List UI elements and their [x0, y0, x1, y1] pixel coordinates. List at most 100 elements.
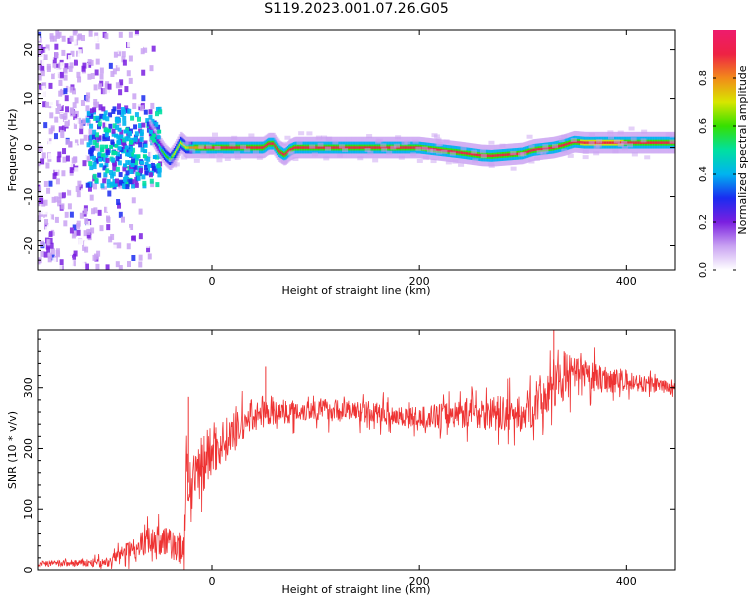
- spectrogram-noise-cell: [62, 148, 67, 155]
- spectrogram-cluster-cell: [144, 170, 149, 176]
- spectrogram-noise-cell: [67, 189, 72, 196]
- spectrogram-noise-cell: [106, 224, 111, 231]
- spectrogram-halo-cell: [460, 146, 467, 151]
- spectrogram-cluster-cell: [89, 134, 94, 140]
- spectrogram-cluster-cell: [157, 167, 162, 173]
- spectrogram-halo-cell: [372, 158, 379, 163]
- spectrogram-noise-cell: [79, 202, 84, 209]
- spectrogram-noise-cell: [101, 59, 106, 66]
- spectrogram-noise-cell: [54, 124, 59, 131]
- spectrogram-cluster-cell: [138, 142, 143, 148]
- spectrogram-cluster-cell: [92, 164, 97, 170]
- spectrogram-noise-cell: [80, 35, 85, 42]
- spectrogram-noise-cell: [80, 188, 85, 195]
- spectrogram-noise-cell: [65, 44, 70, 51]
- spectrogram-noise-cell: [81, 153, 86, 160]
- spectrogram-cluster-cell: [139, 136, 144, 142]
- spectrogram-noise-cell: [71, 232, 76, 239]
- spectrogram-halo-cell: [244, 148, 251, 153]
- spectrogram-noise-cell: [70, 122, 75, 129]
- colorbar-label: Normalized spectral amplitude: [736, 65, 749, 234]
- spectrogram-noise-cell: [63, 112, 68, 119]
- spectrogram-halo-cell: [570, 137, 577, 142]
- spectrogram-noise-cell: [134, 30, 139, 36]
- spectrogram-noise-cell: [71, 260, 76, 267]
- spectrogram-cluster-cell: [120, 180, 125, 186]
- spectrogram-noise-cell: [104, 33, 109, 40]
- spectrogram-halo-cell: [526, 134, 533, 139]
- spectrogram-noise-cell: [134, 185, 139, 192]
- spectrogram-noise-cell: [72, 88, 77, 95]
- spectrogram-transition-cell: [125, 152, 130, 157]
- spectrogram-noise-cell: [45, 193, 50, 200]
- spectrogram-cluster-cell: [112, 123, 117, 129]
- spectrogram-noise-cell: [129, 224, 134, 231]
- snr-panel: 0 200 400 0 100 200 300 Height of straight lin…: [6, 329, 676, 596]
- spectrogram-cluster-cell: [111, 108, 116, 114]
- spectrogram-noise-cell: [117, 103, 122, 110]
- spectrogram-cluster-cell: [146, 121, 151, 127]
- spectrogram-halo-cell: [582, 155, 589, 160]
- spectrogram-noise-cell: [67, 217, 72, 224]
- spectrogram-noise-cell: [46, 63, 51, 70]
- spectrogram-noise-cell: [39, 240, 44, 247]
- spectrogram-cluster-cell: [106, 182, 111, 188]
- spectrogram-cluster-cell: [92, 139, 97, 145]
- spectrogram-halo-cell: [380, 143, 387, 148]
- spectrogram-noise-cell: [43, 180, 48, 187]
- spectrogram-cluster-cell: [115, 166, 120, 172]
- spectrogram-noise-cell: [43, 211, 48, 218]
- spectrogram-noise-cell: [50, 254, 55, 261]
- spectrogram-cluster-cell: [154, 111, 159, 117]
- spectrogram-transition-cell: [142, 154, 147, 159]
- spectrogram-xtick-label: 0: [209, 275, 216, 288]
- spectrogram-noise-cell: [61, 83, 66, 90]
- spectrogram-noise-cell: [150, 102, 155, 109]
- spectrogram-cluster-cell: [123, 177, 128, 183]
- spectrogram-noise-cell: [76, 100, 81, 107]
- spectrogram-transition-cell: [129, 139, 134, 144]
- spectrogram-xtick-label: 200: [409, 275, 430, 288]
- spectrogram-noise-cell: [112, 164, 117, 171]
- spectrogram-noise-cell: [88, 249, 93, 256]
- spectrogram-halo-cell: [430, 159, 437, 164]
- spectrogram-cluster-cell: [136, 175, 141, 181]
- spectrogram-cluster-cell: [85, 117, 90, 123]
- snr-ytick-label: 0: [22, 567, 35, 574]
- spectrogram-cluster-cell: [105, 168, 110, 174]
- spectrogram-cluster-cell: [93, 115, 98, 121]
- spectrogram-halo-cell: [488, 140, 495, 145]
- spectrogram-noise-cell: [38, 92, 43, 99]
- spectrogram-cluster-cell: [89, 165, 94, 171]
- spectrogram-noise-cell: [58, 41, 63, 48]
- spectrogram-noise-cell: [138, 233, 143, 240]
- spectrogram-halo-cell: [421, 146, 428, 151]
- spectrogram-cluster-cell: [124, 136, 129, 142]
- spectrogram-cluster-cell: [138, 123, 143, 129]
- spectrogram-halo-cell: [458, 162, 465, 167]
- spectrogram-noise-cell: [45, 162, 50, 169]
- spectrogram-noise-cell: [132, 93, 137, 100]
- spectrogram-noise-cell: [149, 65, 154, 72]
- spectrogram-cluster-cell: [154, 164, 159, 170]
- spectrogram-cluster-cell: [89, 123, 94, 129]
- spectrogram-cluster-cell: [91, 134, 96, 140]
- spectrogram-noise-cell: [44, 48, 49, 55]
- spectrogram-noise-cell: [84, 246, 89, 253]
- spectrogram-noise-cell: [94, 69, 99, 76]
- spectrogram-halo-cell: [325, 137, 332, 142]
- spectrogram-noise-cell: [73, 142, 78, 149]
- snr-xtick-label: 200: [409, 575, 430, 588]
- spectrogram-cluster-cell: [122, 183, 127, 189]
- spectrogram-cluster-cell: [158, 109, 163, 115]
- spectrogram-noise-cell: [128, 77, 133, 84]
- spectrogram-noise-cell: [38, 145, 43, 152]
- spectrogram-halo-cell: [528, 144, 535, 149]
- spectrogram-halo-cell: [214, 145, 221, 150]
- spectrogram-noise-cell: [130, 248, 135, 255]
- spectrogram-noise-cell: [43, 122, 48, 129]
- spectrogram-noise-cell: [38, 162, 41, 169]
- spectrogram-transition-cell: [150, 136, 155, 141]
- spectrogram-noise-cell: [73, 113, 78, 120]
- spectrogram-noise-cell: [84, 263, 89, 270]
